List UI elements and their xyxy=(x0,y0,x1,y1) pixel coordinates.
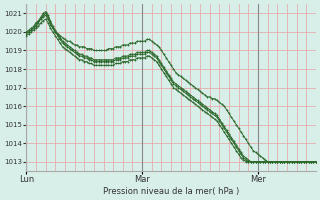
X-axis label: Pression niveau de la mer( hPa ): Pression niveau de la mer( hPa ) xyxy=(103,187,239,196)
